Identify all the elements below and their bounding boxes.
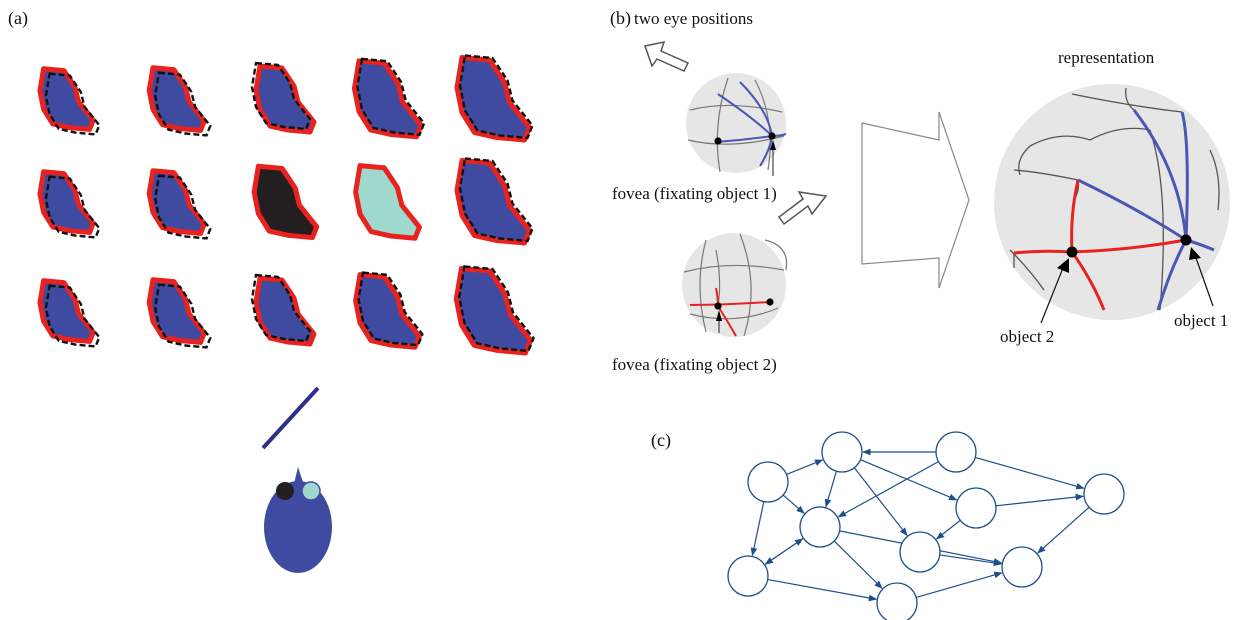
receptive-field-shape xyxy=(457,157,534,244)
object-1-label: object 1 xyxy=(1174,311,1228,330)
fovea-1-label: fovea (fixating object 1) xyxy=(612,184,777,203)
graph-edge xyxy=(837,461,939,518)
big-hollow-arrow xyxy=(861,111,970,289)
graph-edge xyxy=(995,493,1084,507)
graph-node xyxy=(899,531,941,573)
graph-node xyxy=(747,461,789,503)
receptive-field-shape xyxy=(457,54,534,141)
hollow-arrow-up-right xyxy=(777,191,828,226)
fovea-2-label: fovea (fixating object 2) xyxy=(612,355,777,374)
object-2-label: object 2 xyxy=(1000,327,1054,346)
receptive-field-shape xyxy=(40,172,101,239)
graph-edge xyxy=(786,459,824,476)
receptive-field-shape xyxy=(40,69,101,136)
graph-edge xyxy=(975,456,1085,490)
panel-a: (a) xyxy=(8,8,535,573)
panel-b-label: (b) xyxy=(610,8,631,29)
graph-node xyxy=(821,431,863,473)
graph-edge xyxy=(935,519,961,540)
receptive-field-shape xyxy=(250,273,314,344)
graph-node xyxy=(876,582,918,620)
blob-grid xyxy=(40,54,535,353)
panel-c: (c) xyxy=(651,430,1125,620)
graph-edge xyxy=(782,494,805,514)
receptive-field-shape xyxy=(40,281,101,348)
receptive-field-shape xyxy=(354,57,426,137)
observer-figure xyxy=(261,386,332,573)
graph-edge xyxy=(767,578,878,602)
graph-edge xyxy=(1037,506,1090,554)
observer-body xyxy=(264,481,332,573)
receptive-field-shape xyxy=(149,68,212,137)
receptive-field-shape xyxy=(149,171,212,240)
graph-edge xyxy=(853,467,908,537)
receptive-field-shape xyxy=(356,271,424,348)
graph-edge xyxy=(764,538,804,566)
directed-graph xyxy=(727,431,1125,620)
graph-edge xyxy=(824,471,837,508)
observer-nose xyxy=(293,467,305,488)
graph-node xyxy=(1001,546,1043,588)
graph-node xyxy=(935,431,977,473)
eye-globe-1 xyxy=(686,73,787,176)
receptive-field-shape xyxy=(254,166,317,237)
representation-globe xyxy=(994,84,1230,324)
graph-edge xyxy=(939,554,1003,567)
receptive-field-shape xyxy=(456,265,535,352)
graph-node xyxy=(799,506,841,548)
graph-node xyxy=(1083,473,1125,515)
panel-a-label: (a) xyxy=(8,8,28,29)
graph-edge xyxy=(750,501,765,557)
hollow-arrow-up-left xyxy=(644,40,690,72)
receptive-field-shape xyxy=(356,166,420,239)
panel-b: (b) two eye positions fovea (fixating ob… xyxy=(610,8,1230,374)
graph-node xyxy=(727,555,769,597)
view-line xyxy=(261,386,320,450)
graph-edge xyxy=(860,459,958,501)
receptive-field-shape xyxy=(250,61,314,132)
eye-globe-2 xyxy=(682,233,788,337)
right-eye xyxy=(301,481,321,501)
panel-c-label: (c) xyxy=(651,430,671,451)
receptive-field-shape xyxy=(149,280,212,349)
representation-label: representation xyxy=(1058,48,1155,67)
graph-node xyxy=(955,487,997,529)
left-eye xyxy=(276,482,294,500)
graph-edge xyxy=(833,540,883,589)
panel-b-title: two eye positions xyxy=(634,9,753,28)
graph-edge xyxy=(916,571,1003,599)
